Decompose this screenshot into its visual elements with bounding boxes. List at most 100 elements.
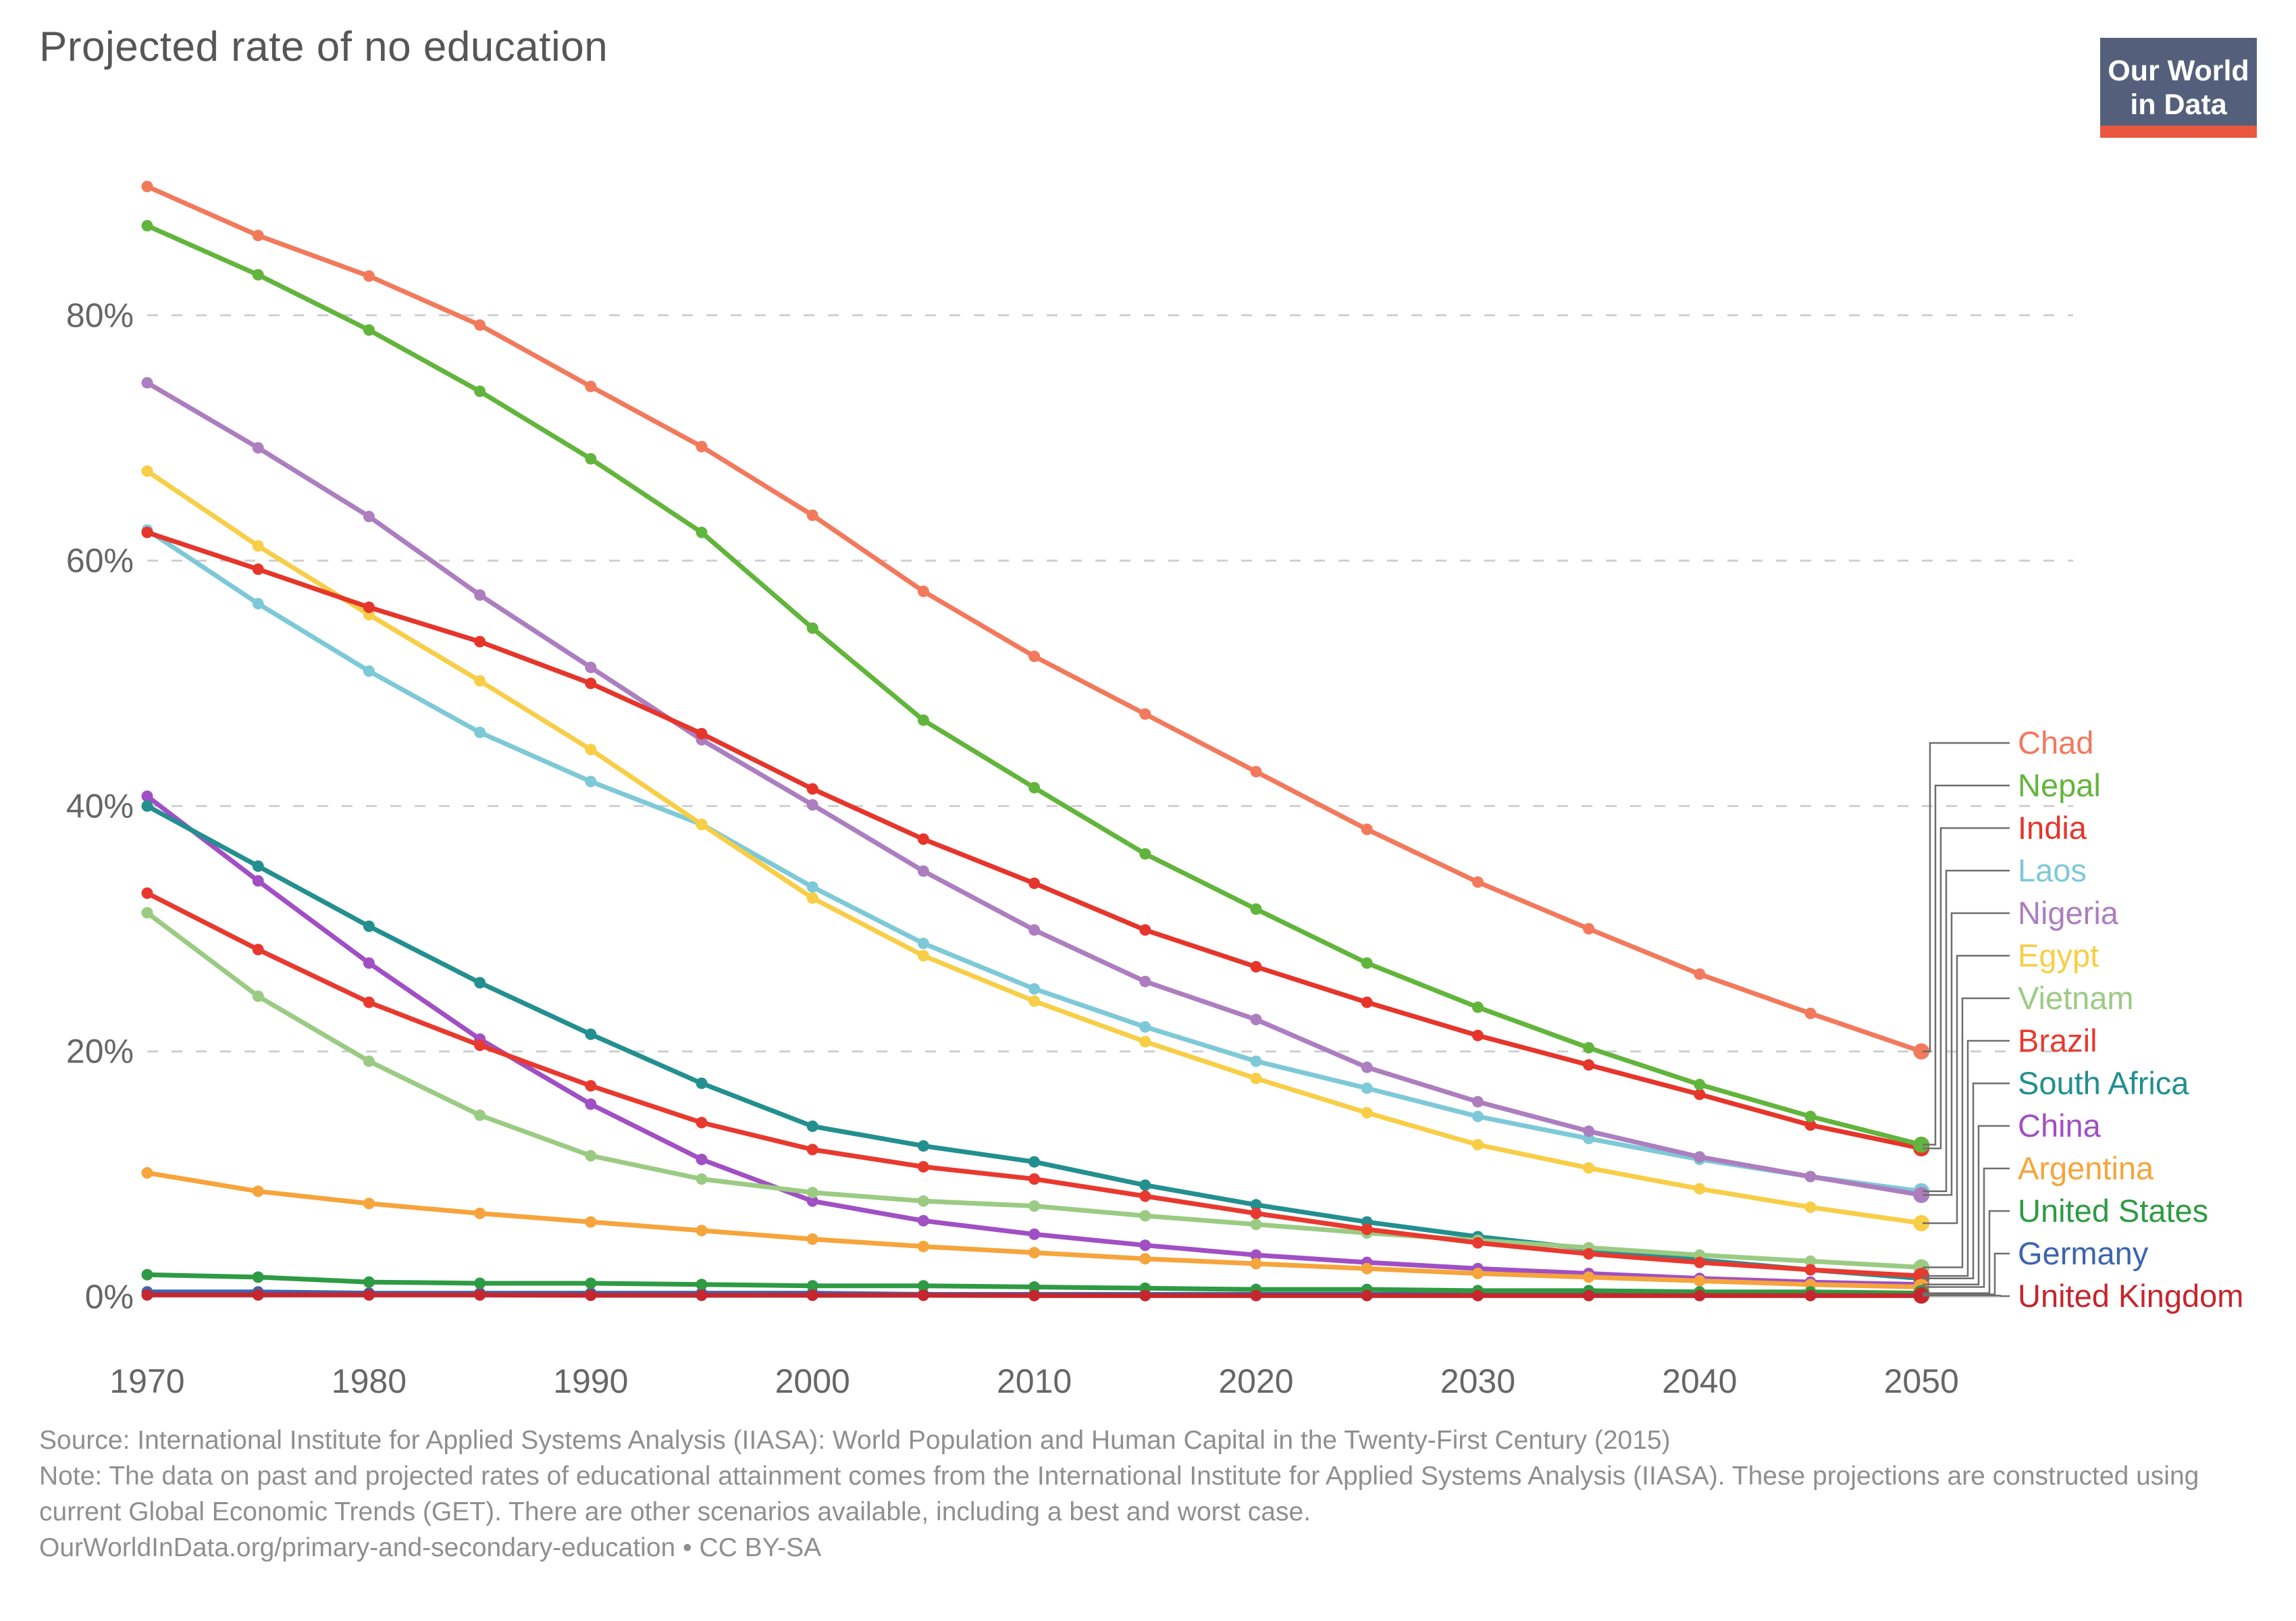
owid-logo-accent-bar [2100, 126, 2257, 138]
series-point-chad-2010 [1028, 650, 1041, 663]
legend-connector-nepal [1923, 784, 2010, 1146]
series-vietnam[interactable] [141, 906, 1930, 1276]
series-point-laos-2015 [1139, 1021, 1151, 1033]
series-point-nigeria-2040 [1694, 1151, 1706, 1163]
series-point-nigeria-2045 [1804, 1170, 1817, 1183]
legend-label-india[interactable]: India [2018, 810, 2087, 846]
series-point-laos-1990 [585, 775, 597, 788]
series-point-nepal-2020 [1250, 903, 1262, 915]
series-united-kingdom[interactable] [141, 1287, 1930, 1304]
series-point-egypt-2020 [1250, 1073, 1262, 1085]
legend-connector-vietnam [1923, 997, 2010, 1268]
legend-label-nigeria[interactable]: Nigeria [2018, 895, 2119, 931]
legend-label-united-kingdom[interactable]: United Kingdom [2018, 1278, 2243, 1314]
series-point-argentina-2015 [1139, 1253, 1151, 1265]
series-point-india-2030 [1471, 1029, 1484, 1041]
series-chad[interactable] [141, 180, 1930, 1060]
series-point-egypt-1975 [252, 540, 264, 552]
x-tick-1970: 1970 [109, 1362, 184, 1400]
series-point-brazil-1990 [585, 1080, 597, 1092]
series-point-chad-1970 [141, 180, 153, 192]
series-line-india [145, 530, 1924, 1151]
legend-label-chad[interactable]: Chad [2018, 725, 2093, 761]
legend-label-nepal[interactable]: Nepal [2018, 767, 2101, 803]
series-point-india-2045 [1804, 1119, 1817, 1131]
legend-label-vietnam[interactable]: Vietnam [2018, 980, 2134, 1016]
series-point-india-2040 [1694, 1088, 1706, 1100]
series-point-chad-2040 [1694, 968, 1706, 980]
series-point-egypt-2050 [1913, 1215, 1930, 1231]
legend-label-china[interactable]: China [2018, 1108, 2102, 1143]
legend-label-laos[interactable]: Laos [2018, 852, 2087, 888]
series-point-argentina-2035 [1583, 1271, 1595, 1283]
series-point-vietnam-1985 [474, 1109, 486, 1121]
legend-label-united-states[interactable]: United States [2018, 1193, 2208, 1229]
legend-connectors [1923, 742, 2010, 1297]
series-point-egypt-2045 [1804, 1201, 1817, 1213]
legend-label-germany[interactable]: Germany [2018, 1235, 2149, 1271]
series-point-brazil-2000 [806, 1143, 818, 1156]
series-point-united-states-1985 [474, 1277, 486, 1289]
series-point-nepal-1980 [363, 324, 375, 336]
url-line[interactable]: OurWorldInData.org/primary-and-secondary… [39, 1533, 822, 1562]
series-point-argentina-1985 [474, 1208, 486, 1219]
legend-label-argentina[interactable]: Argentina [2018, 1150, 2154, 1186]
series-point-vietnam-1980 [363, 1055, 375, 1067]
source-line: Source: International Institute for Appl… [39, 1426, 1671, 1455]
series-point-vietnam-1995 [696, 1173, 708, 1185]
legend-label-brazil[interactable]: Brazil [2018, 1023, 2097, 1058]
series-point-united-kingdom-2005 [917, 1289, 929, 1302]
series-point-chad-2025 [1361, 823, 1373, 835]
series-point-china-1995 [696, 1154, 708, 1166]
series-point-china-1975 [252, 875, 264, 887]
series-china[interactable] [141, 790, 1930, 1293]
series-point-laos-2025 [1361, 1082, 1373, 1094]
series-point-egypt-2025 [1361, 1107, 1373, 1118]
series-point-chad-1975 [252, 230, 264, 242]
series-point-india-1995 [696, 727, 708, 740]
legend-label-egypt[interactable]: Egypt [2018, 937, 2099, 973]
series-point-vietnam-1975 [252, 990, 264, 1002]
series-point-india-2000 [806, 783, 818, 795]
series-point-argentina-1990 [585, 1216, 597, 1228]
series-point-nepal-2000 [806, 622, 818, 634]
gridlines [147, 314, 2073, 1298]
series-point-india-2005 [917, 833, 929, 845]
series-point-south-africa-1980 [363, 920, 375, 932]
series-point-egypt-1995 [696, 819, 708, 831]
series-egypt[interactable] [141, 465, 1930, 1231]
legend-connector-brazil [1923, 1039, 2010, 1277]
x-tick-2030: 2030 [1440, 1362, 1515, 1400]
series-point-south-africa-1990 [585, 1028, 597, 1040]
legend-connector-chad [1923, 742, 2010, 1052]
series-nepal[interactable] [141, 220, 1930, 1153]
series-point-nepal-1975 [252, 269, 264, 281]
series-point-brazil-1975 [252, 944, 264, 956]
series-point-laos-2000 [806, 881, 818, 893]
series-laos[interactable] [141, 524, 1930, 1200]
series-point-india-1990 [585, 677, 597, 690]
series-point-argentina-2030 [1471, 1268, 1484, 1279]
series-line-vietnam [145, 910, 1924, 1270]
series-point-united-kingdom-1995 [696, 1289, 708, 1302]
x-tick-2020: 2020 [1218, 1362, 1293, 1400]
series-point-brazil-2045 [1804, 1264, 1817, 1276]
series-point-laos-1980 [363, 665, 375, 677]
series-south-africa[interactable] [141, 800, 1930, 1287]
owid-logo[interactable]: Our World in Data [2100, 38, 2257, 138]
x-tick-2010: 2010 [997, 1362, 1072, 1400]
series-point-south-africa-2020 [1250, 1199, 1262, 1211]
legend-label-south-africa[interactable]: South Africa [2018, 1065, 2189, 1101]
series-point-nepal-1995 [696, 526, 708, 538]
series-brazil[interactable] [141, 887, 1930, 1285]
series-point-chad-2015 [1139, 708, 1151, 720]
series-point-united-kingdom-2025 [1361, 1289, 1373, 1302]
series-india[interactable] [141, 526, 1930, 1157]
x-tick-2050: 2050 [1884, 1362, 1959, 1400]
series-point-nigeria-1980 [363, 511, 375, 523]
series-point-laos-2005 [917, 937, 929, 950]
series-point-nigeria-2005 [917, 865, 929, 877]
series-point-south-africa-2010 [1028, 1156, 1041, 1168]
series-point-brazil-1970 [141, 887, 153, 899]
